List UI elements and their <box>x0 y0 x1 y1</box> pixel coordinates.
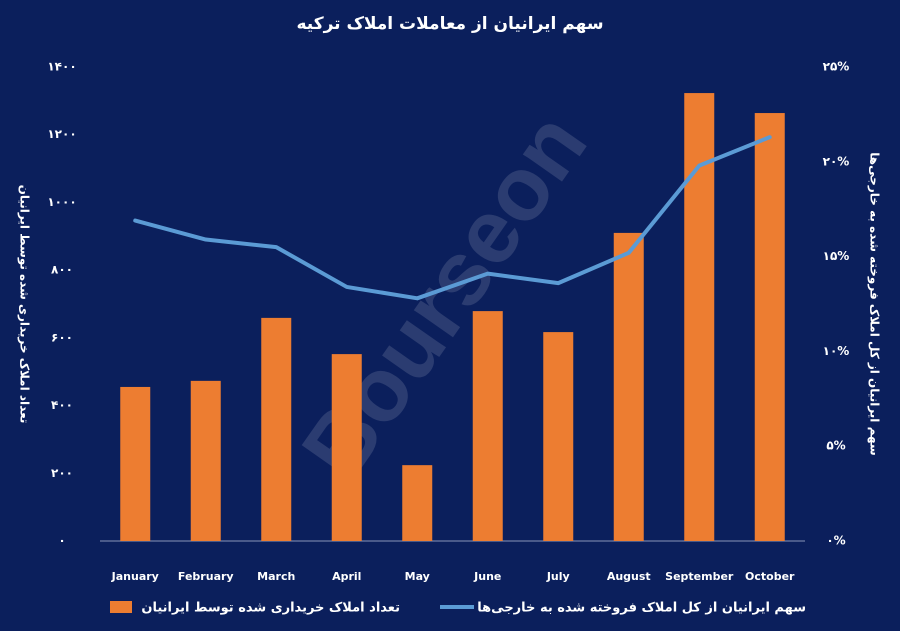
y-tick-label: ۰ <box>58 534 65 548</box>
y2-tick-label: ۵% <box>826 439 845 453</box>
y2-tick-label: ۰% <box>826 534 845 548</box>
bar <box>472 311 503 541</box>
legend-label: سهم ایرانیان از کل املاک فروخته شده به خ… <box>477 601 806 616</box>
x-tick-label: September <box>665 570 734 583</box>
bar <box>190 380 221 541</box>
bar <box>261 317 292 541</box>
x-tick-label: April <box>332 570 361 583</box>
x-tick-label: August <box>607 570 651 583</box>
y-tick-label: ۲۰۰ <box>51 466 73 480</box>
y-tick-label: ۱۲۰۰ <box>47 127 76 141</box>
y-tick-label: ۶۰۰ <box>51 330 73 344</box>
x-tick-label: June <box>473 570 501 583</box>
x-tick-label: July <box>546 570 570 583</box>
x-tick-label: January <box>111 570 159 583</box>
y2-axis-title: سهم ایرانیان از کل املاک فروخته شده به خ… <box>867 152 882 455</box>
x-tick-label: March <box>257 570 295 583</box>
chart-title: سهم ایرانیان از معاملات املاک ترکیه <box>296 14 603 34</box>
legend-swatch <box>110 601 132 613</box>
y-tick-label: ۴۰۰ <box>51 398 73 412</box>
bar <box>402 465 433 541</box>
y2-tick-label: ۱۰% <box>823 344 850 358</box>
bar <box>613 232 644 541</box>
y2-tick-label: ۲۵% <box>823 60 850 74</box>
bar <box>120 386 151 541</box>
y2-tick-label: ۱۵% <box>823 249 850 263</box>
line <box>133 135 772 301</box>
x-tick-label: February <box>178 570 234 583</box>
x-tick-label: May <box>405 570 430 583</box>
bar <box>543 332 574 541</box>
y-tick-label: ۱۰۰۰ <box>47 195 76 209</box>
y-axis-title: تعداد املاک خریداری شده توسط ایرانیان <box>17 185 32 424</box>
legend-label: تعداد املاک خریداری شده توسط ایرانیان <box>141 601 400 616</box>
bar <box>754 113 785 541</box>
y2-tick-label: ۲۰% <box>823 154 850 168</box>
x-tick-label: October <box>745 570 795 583</box>
y-tick-label: ۱۴۰۰ <box>47 60 76 74</box>
y-tick-label: ۸۰۰ <box>51 263 73 277</box>
bar <box>331 354 362 541</box>
